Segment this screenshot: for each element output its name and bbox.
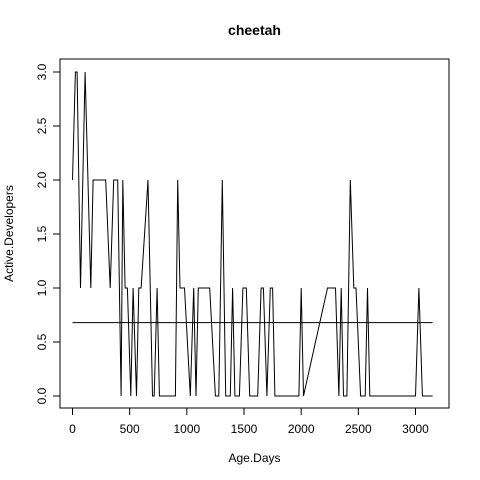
x-tick-label: 500 [120,422,140,436]
x-tick-label: 2500 [345,422,372,436]
x-tick-label: 0 [69,422,76,436]
x-tick-label: 1000 [173,422,200,436]
y-tick-label: 1.0 [35,279,49,296]
series-line-active-developers [72,71,433,397]
y-tick-label: 0.5 [35,333,49,350]
y-tick-label: 3.0 [35,63,49,80]
x-tick-label: 2000 [288,422,315,436]
x-tick-label: 3000 [402,422,429,436]
x-tick-label: 1500 [231,422,258,436]
y-tick-label: 2.0 [35,171,49,188]
chart-title: cheetah [228,22,281,38]
x-axis-label: Age.Days [228,451,280,465]
y-tick-label: 2.5 [35,117,49,134]
y-axis: 0.0 0.5 1.0 1.5 2.0 2.5 3.0 [35,63,61,404]
y-tick-label: 1.5 [35,225,49,242]
y-axis-label: Active.Developers [2,185,16,282]
series-layer [72,71,433,397]
x-axis: 0 500 1000 1500 2000 2500 3000 [69,407,429,436]
y-tick-label: 0.0 [35,387,49,404]
